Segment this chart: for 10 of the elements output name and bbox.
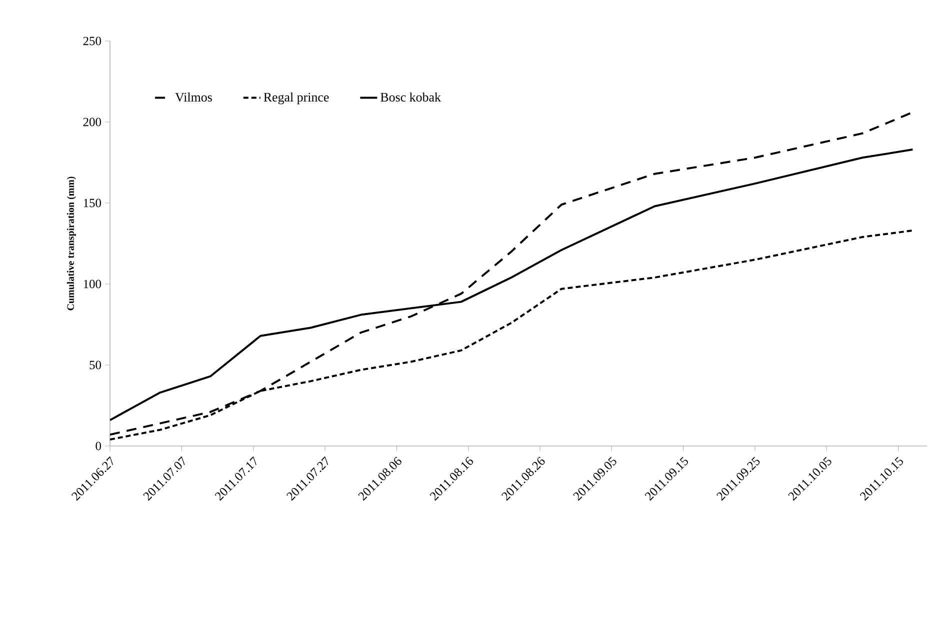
y-tick-label: 200 [83, 118, 102, 126]
y-tick-label: 0 [96, 442, 102, 450]
y-axis-title: Cumulative transpiration (mm) [66, 176, 76, 310]
y-tick-label: 250 [83, 36, 102, 46]
y-tick-label: 150 [84, 198, 102, 208]
y-tick-label: 50 [90, 360, 102, 370]
y-tick-label: 100 [84, 280, 102, 288]
legend-label: Bosc kobak [380, 92, 441, 102]
legend-label: Vilmos [175, 92, 212, 102]
legend-label: Regal prince [264, 92, 329, 104]
